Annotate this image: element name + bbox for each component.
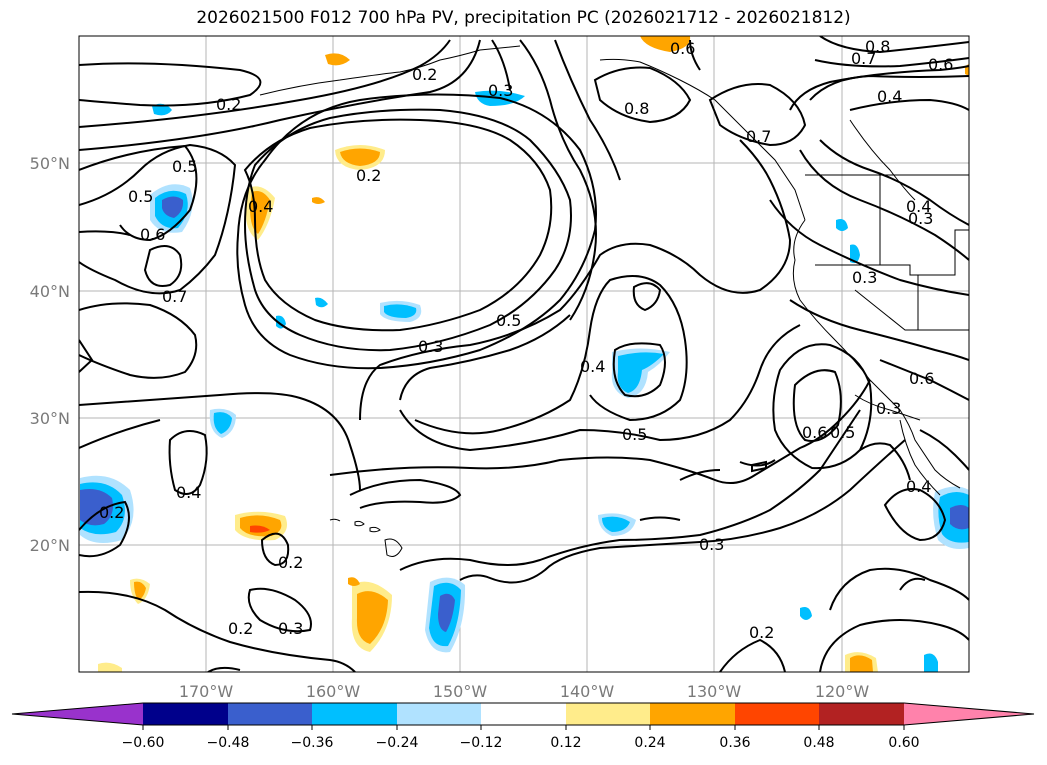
contour-label: 0.2 (228, 619, 253, 638)
contour-label: 0.6 (909, 369, 934, 388)
colorbar-tick-label: −0.36 (291, 735, 334, 751)
contour-label: 0.2 (749, 623, 774, 642)
contour-label: 0.3 (852, 268, 877, 287)
colorbar-segment (650, 703, 735, 725)
contour-label: 0.4 (176, 483, 201, 502)
lon-label: 130°W (687, 682, 742, 701)
colorbar-segment (312, 703, 397, 725)
contour-label: 0.2 (412, 65, 437, 84)
contour-label: 0.6 (670, 39, 695, 58)
colorbar-segment (228, 703, 312, 725)
contour-label: 0.8 (865, 37, 890, 56)
colorbar-tick-label: 0.36 (719, 735, 750, 751)
colorbar-extend-right (904, 703, 1034, 725)
contour-label: 0.4 (248, 197, 273, 216)
contour-label: 0.2 (99, 503, 124, 522)
lon-label: 140°W (560, 682, 615, 701)
colorbar-tick-label: −0.12 (460, 735, 503, 751)
map-border (78, 35, 970, 673)
map-area (79, 36, 969, 672)
colorbar-segment (397, 703, 481, 725)
gridlines (79, 36, 969, 672)
latitude-labels: 50°N 40°N 30°N 20°N (30, 154, 70, 555)
contour-label: 0.6 (140, 225, 165, 244)
contour-label: 0.2 (356, 166, 381, 185)
contour-label: 0.6 (802, 423, 827, 442)
precip-positive (98, 36, 969, 672)
contour-label: 0.7 (162, 287, 187, 306)
contour-label: 0.3 (278, 619, 303, 638)
contour-label: 0.3 (876, 399, 901, 418)
lat-label: 50°N (30, 154, 70, 173)
pv-contours (79, 36, 969, 672)
contour-label: 0.3 (488, 81, 513, 100)
lon-label: 150°W (433, 682, 488, 701)
contour-label: 0.3 (418, 337, 443, 356)
colorbar-tick-label: −0.48 (207, 735, 250, 751)
contour-label: 0.7 (746, 127, 771, 146)
colorbar: −0.60 −0.48 −0.36 −0.24 −0.12 0.12 0.24 … (11, 702, 1035, 751)
hawaii-islands (329, 518, 403, 557)
contour-label: 0.5 (172, 157, 197, 176)
lat-label: 30°N (30, 409, 70, 428)
colorbar-tick-label: 0.60 (888, 735, 919, 751)
colorbar-segment (735, 703, 819, 725)
colorbar-tick-label: 0.24 (634, 735, 665, 751)
contour-label: 0.3 (908, 209, 933, 228)
contour-label: 0.6 (928, 55, 953, 74)
contour-label: 0.8 (624, 99, 649, 118)
lon-label: 170°W (179, 682, 234, 701)
contour-label: 0.5 (622, 425, 647, 444)
longitude-labels: 170°W 160°W 150°W 140°W 130°W 120°W (179, 682, 870, 701)
contour-label: 0.3 (699, 535, 724, 554)
contour-label: 0.7 (851, 49, 876, 68)
colorbar-segment (819, 703, 904, 725)
contour-label: 0.2 (216, 95, 241, 114)
contour-label: 0.5 (496, 311, 521, 330)
contour-label: 0.5 (128, 187, 153, 206)
contour-label: 0.4 (580, 357, 605, 376)
contour-label: 0.5 (830, 423, 855, 442)
colorbar-segment (566, 703, 650, 725)
lat-label: 20°N (30, 536, 70, 555)
lon-label: 160°W (306, 682, 361, 701)
contour-label: 0.4 (906, 197, 931, 216)
contour-labels: 0.8 0.6 0.2 0.3 0.6 0.8 0.7 0.6 0.4 0.2 … (99, 37, 953, 642)
contour-label: 0.2 (278, 553, 303, 572)
colorbar-ticks (142, 725, 905, 730)
colorbar-tick-label: −0.60 (122, 735, 165, 751)
colorbar-segment (143, 703, 228, 725)
map-title: 2026021500 F012 700 hPa PV, precipitatio… (196, 8, 851, 28)
precip-negative (80, 90, 969, 672)
contour-label: 0.4 (877, 87, 902, 106)
colorbar-tick-label: −0.24 (376, 735, 419, 751)
colorbar-segment (481, 703, 566, 725)
colorbar-tick-label: 0.12 (550, 735, 581, 751)
lat-label: 40°N (30, 282, 70, 301)
colorbar-extend-left (12, 703, 143, 725)
colorbar-tick-label: 0.48 (803, 735, 834, 751)
lon-label: 120°W (815, 682, 870, 701)
contour-label: 0.4 (906, 477, 931, 496)
